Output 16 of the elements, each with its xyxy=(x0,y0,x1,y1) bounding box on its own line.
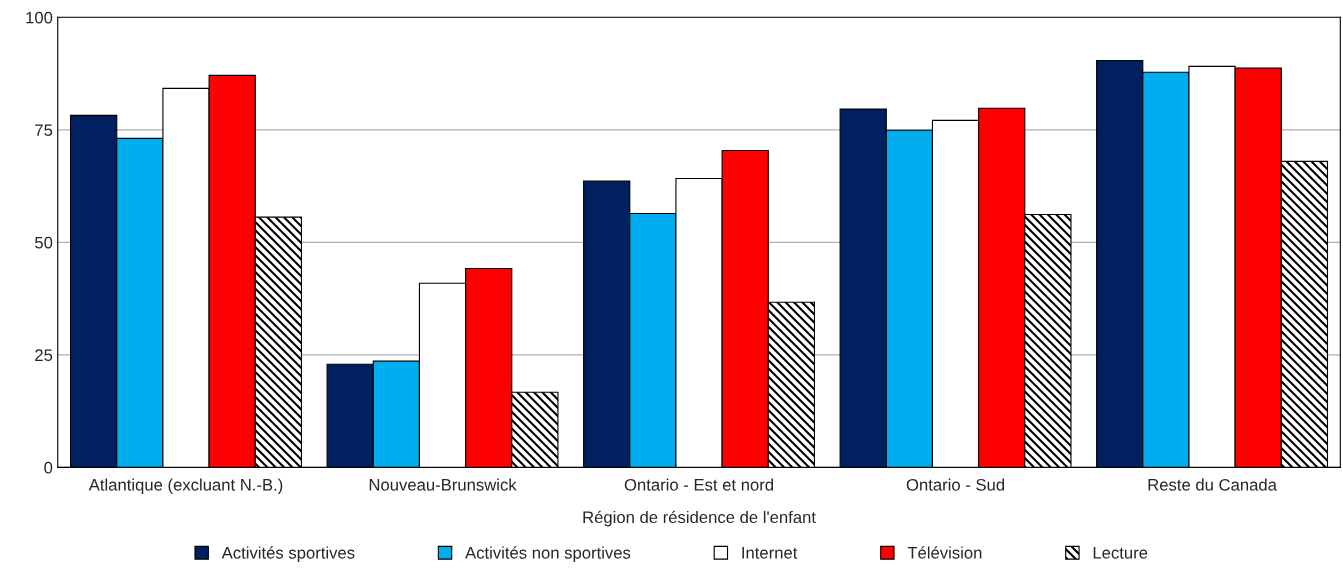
legend-label: Activités non sportives xyxy=(465,546,631,562)
x-tick-label: Ontario - Est et nord xyxy=(624,478,773,491)
y-tick-label: 100 xyxy=(26,11,53,24)
x-tick-label: Atlantique (excluant N.-B.) xyxy=(88,478,283,495)
y-tick-label: 0 xyxy=(44,461,53,474)
x-tick-label: Ontario - Sud xyxy=(906,478,1005,491)
x-axis-title: Région de résidence de l'enfant xyxy=(583,510,816,527)
legend-label: Activités sportives xyxy=(221,546,355,562)
x-tick-label: Reste du Canada xyxy=(1148,478,1277,491)
y-tick-label: 50 xyxy=(35,236,53,249)
legend-label: Internet xyxy=(742,547,798,559)
y-tick-label: 25 xyxy=(35,349,53,362)
legend-label: Lecture xyxy=(1093,547,1148,559)
y-tick-label: 75 xyxy=(35,124,53,137)
x-tick-label: Nouveau-Brunswick xyxy=(369,478,517,491)
legend-label: Télévision xyxy=(907,546,982,559)
